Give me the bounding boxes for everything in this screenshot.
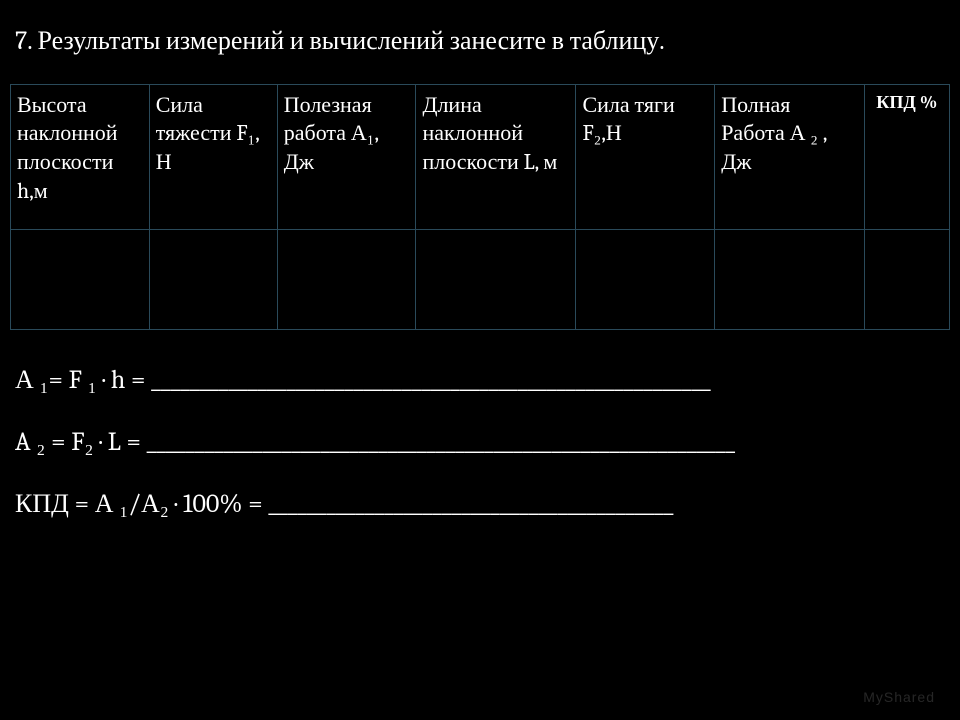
formula-a1: А ₁= F ₁ · h = _________________________… xyxy=(15,365,950,395)
header-useful-work: Полезная работа А₁, Дж xyxy=(277,84,416,229)
cell-height xyxy=(11,229,150,329)
cell-length xyxy=(416,229,576,329)
results-table: Высота наклонной плоскости h,м Сила тяже… xyxy=(10,84,950,330)
cell-traction xyxy=(576,229,715,329)
header-row: Высота наклонной плоскости h,м Сила тяже… xyxy=(11,84,950,229)
header-height: Высота наклонной плоскости h,м xyxy=(11,84,150,229)
header-length: Длина наклонной плоскости L, м xyxy=(416,84,576,229)
cell-useful-work xyxy=(277,229,416,329)
header-traction: Сила тяги F₂,Н xyxy=(576,84,715,229)
formulas-block: А ₁= F ₁ · h = _________________________… xyxy=(10,365,950,519)
formula-efficiency: КПД = А ₁/А₂ · 100% = __________________… xyxy=(15,489,950,519)
cell-efficiency xyxy=(864,229,949,329)
cell-full-work xyxy=(715,229,864,329)
slide-title: 7. Результаты измерений и вычислений зан… xyxy=(10,25,950,59)
formula-a2: A ₂ = F₂ · L = _________________________… xyxy=(15,427,950,457)
header-efficiency: КПД % xyxy=(864,84,949,229)
header-full-work: Полная Работа А ₂ , Дж xyxy=(715,84,864,229)
slide: 7. Результаты измерений и вычислений зан… xyxy=(0,0,960,720)
data-row xyxy=(11,229,950,329)
header-gravity: Сила тяжести F₁, Н xyxy=(149,84,277,229)
watermark: MyShared xyxy=(863,689,935,705)
cell-gravity xyxy=(149,229,277,329)
